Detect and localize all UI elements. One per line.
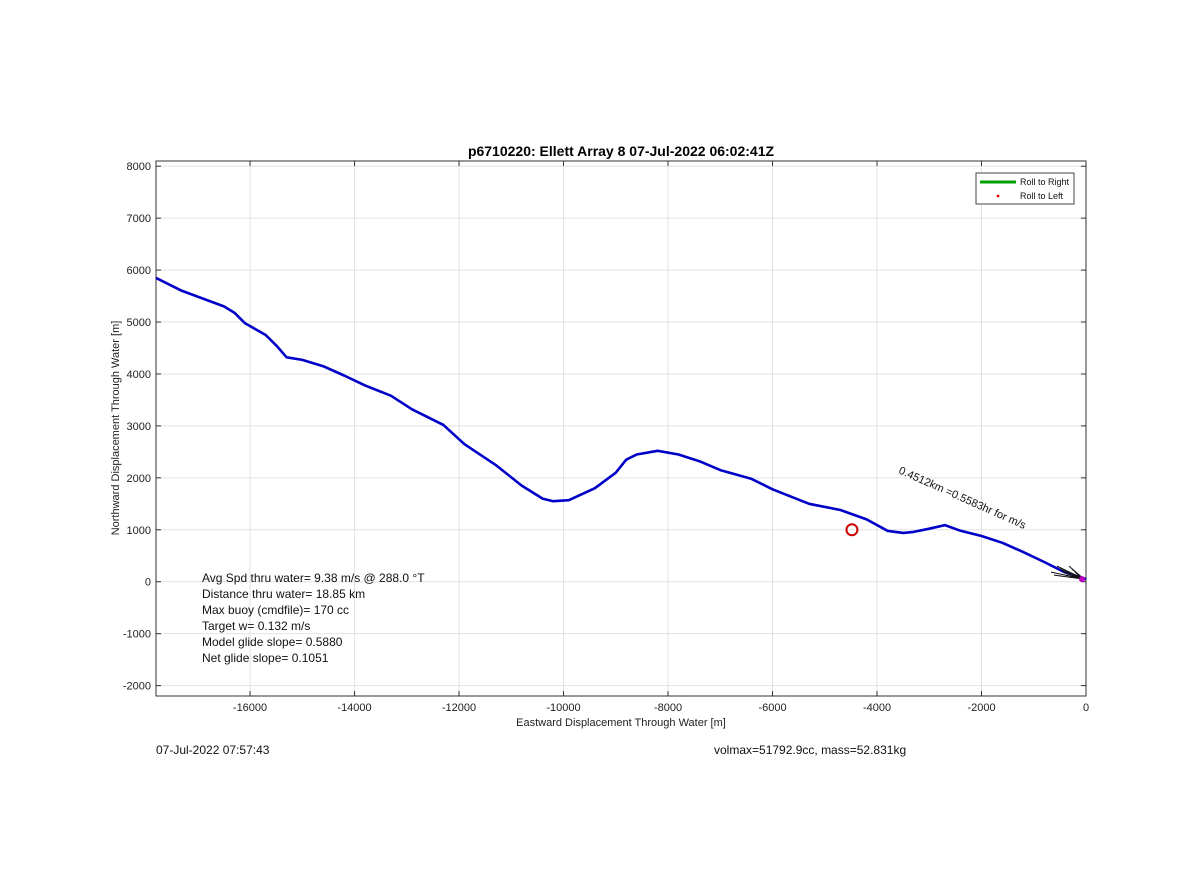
stats-model-glide: Model glide slope= 0.5880 xyxy=(202,635,343,649)
chart-title: p6710220: Ellett Array 8 07-Jul-2022 06:… xyxy=(468,143,775,159)
tick-labels: -16000 -14000 -12000 -10000 -8000 -6000 -4000-… xyxy=(123,161,1089,714)
x-tick-label: -2000 xyxy=(967,702,995,714)
track-series xyxy=(156,276,1086,581)
stats-target-w: Target w= 0.132 m/s xyxy=(202,619,310,633)
x-tick-label: -16000 xyxy=(233,702,267,714)
stats-distance: Distance thru water= 18.85 km xyxy=(202,587,365,601)
y-tick-label: 0 xyxy=(145,577,151,589)
stats-block: Avg Spd thru water= 9.38 m/s @ 288.0 °T … xyxy=(202,571,425,665)
current-vector-annotation: 0.4512km =0.5583hr for m/s xyxy=(897,465,1028,532)
y-tick-label: 4000 xyxy=(127,369,151,381)
x-tick-label: -12000 xyxy=(442,702,476,714)
legend-roll-right-label: Roll to Right xyxy=(1020,177,1070,187)
x-tick-label: -4000 xyxy=(863,702,891,714)
end-position-marker xyxy=(1079,576,1085,583)
y-tick-label: -2000 xyxy=(123,681,151,693)
waypoint-circle-marker xyxy=(845,523,859,537)
x-tick-label: -6000 xyxy=(758,702,786,714)
legend-roll-left-label: Roll to Left xyxy=(1020,191,1064,201)
y-tick-label: 8000 xyxy=(127,161,151,173)
y-tick-label: 7000 xyxy=(127,213,151,225)
y-tick-label: 2000 xyxy=(127,473,151,485)
stats-max-buoy: Max buoy (cmdfile)= 170 cc xyxy=(202,603,349,617)
x-tick-label: 0 xyxy=(1083,702,1089,714)
y-tick-label: 1000 xyxy=(127,525,151,537)
y-tick-label: 3000 xyxy=(127,421,151,433)
x-tick-label: -8000 xyxy=(654,702,682,714)
stats-avg-speed: Avg Spd thru water= 9.38 m/s @ 288.0 °T xyxy=(202,571,425,585)
dive-vector xyxy=(1050,571,1085,580)
stats-net-glide: Net glide slope= 0.1051 xyxy=(202,651,329,665)
footer-volmax-mass: volmax=51792.9cc, mass=52.831kg xyxy=(714,743,906,757)
x-tick-label: -14000 xyxy=(337,702,371,714)
x-tick-label: -10000 xyxy=(546,702,580,714)
legend-box xyxy=(975,172,1075,205)
y-tick-label: 6000 xyxy=(127,265,151,277)
grid-lines xyxy=(156,161,1087,696)
y-tick-label: 5000 xyxy=(127,317,151,329)
dive-vector xyxy=(1056,565,1085,580)
y-axis-label: Northward Displacement Through Water [m] xyxy=(110,321,122,536)
x-axis-label: Eastward Displacement Through Water [m] xyxy=(516,717,726,729)
axes-box xyxy=(155,160,1087,697)
legend-roll-left-swatch xyxy=(996,194,1000,198)
y-tick-label: -1000 xyxy=(123,629,151,641)
footer-timestamp: 07-Jul-2022 07:57:43 xyxy=(156,743,270,757)
legend: Roll to Right Roll to Left xyxy=(975,172,1075,205)
axes-frame xyxy=(155,160,1087,697)
track-line xyxy=(156,276,1086,581)
current-vector-text: 0.4512km =0.5583hr for m/s xyxy=(897,465,1028,532)
